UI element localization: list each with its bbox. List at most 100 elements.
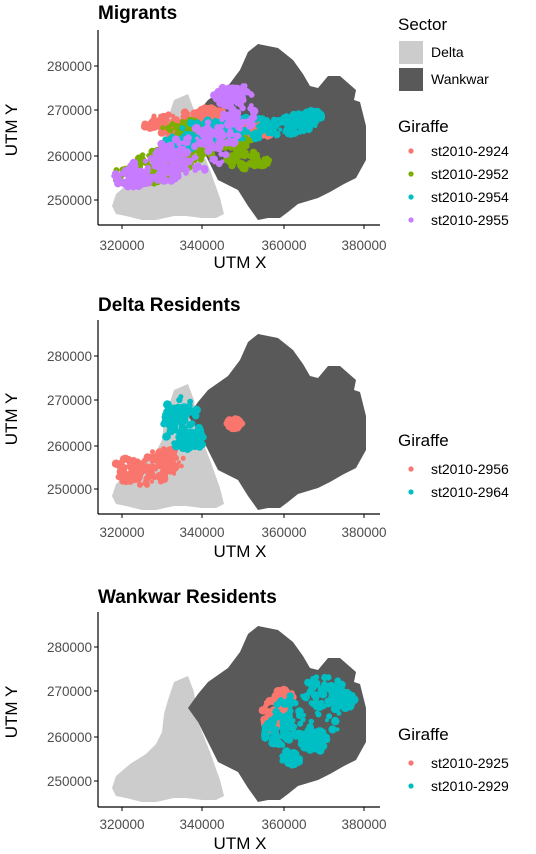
track-point <box>183 170 189 176</box>
track-point <box>174 403 182 411</box>
track-point <box>168 467 175 474</box>
track-point <box>214 87 223 96</box>
track-point <box>302 713 307 718</box>
track-point <box>149 173 158 182</box>
track-point <box>145 466 151 473</box>
track-point <box>314 694 320 700</box>
track-point <box>179 463 184 469</box>
giraffe-tracks <box>258 673 359 769</box>
track-point <box>192 405 201 415</box>
track-point <box>136 460 142 466</box>
giraffe-legend-title: Giraffe <box>398 725 449 744</box>
legend-key-st2010-2925 <box>408 760 414 766</box>
y-tick-label: 250000 <box>47 193 92 208</box>
track-point <box>270 716 276 722</box>
track-point <box>133 464 139 470</box>
giraffe-tracks <box>111 394 246 488</box>
track-point <box>240 96 247 104</box>
track-point <box>182 137 191 147</box>
giraffe-tracks <box>111 83 326 191</box>
track-point <box>226 157 235 166</box>
y-axis-ticks: 250000 260000 270000 280000 <box>47 349 98 497</box>
x-tick-label: 340000 <box>179 525 224 540</box>
track-point <box>218 151 224 157</box>
track-point <box>255 156 261 162</box>
track-point <box>279 715 288 724</box>
track-point <box>163 473 168 479</box>
legend-key-st2010-2924 <box>408 148 414 154</box>
track-point <box>115 174 120 179</box>
y-tick-label: 260000 <box>47 439 92 454</box>
track-point <box>331 716 340 726</box>
track-point <box>325 684 334 693</box>
track-point <box>249 151 256 159</box>
legend-key-st2010-2964 <box>408 489 414 495</box>
track-point <box>283 735 291 743</box>
x-tick-label: 380000 <box>341 238 386 253</box>
track-point <box>276 116 281 122</box>
legend-key-wankwar <box>399 68 423 91</box>
x-tick-label: 320000 <box>99 238 144 253</box>
sector-legend-title: Sector <box>398 15 447 34</box>
track-point <box>178 440 186 447</box>
track-point <box>346 690 353 697</box>
track-point <box>247 137 253 143</box>
track-point <box>228 118 235 126</box>
track-point <box>275 741 281 747</box>
track-point <box>169 174 177 182</box>
y-axis-label: UTM Y <box>2 393 21 446</box>
track-point <box>256 123 263 130</box>
track-point <box>242 161 248 168</box>
track-point <box>167 144 175 152</box>
track-point <box>126 462 134 470</box>
track-point <box>351 695 356 701</box>
track-point <box>250 118 256 123</box>
legend-label-st2010-2929: st2010-2929 <box>431 778 509 794</box>
track-point <box>140 122 150 131</box>
track-point <box>122 469 128 474</box>
track-point <box>137 481 143 488</box>
track-point <box>276 698 283 704</box>
track-point <box>227 90 233 96</box>
track-point <box>264 732 270 738</box>
track-point <box>166 426 175 436</box>
track-point <box>224 101 232 110</box>
track-point <box>242 83 248 89</box>
track-point <box>284 720 293 729</box>
track-point <box>295 712 303 719</box>
track-point <box>218 138 226 145</box>
track-point <box>310 110 320 119</box>
legend-key-st2010-2955 <box>408 217 414 223</box>
panel-title: Delta Residents <box>98 295 241 316</box>
giraffe-legend: Giraffe st2010-2924 st2010-2952 st2010-295… <box>398 117 509 228</box>
track-point <box>157 139 166 149</box>
track-point <box>172 442 180 451</box>
legend-label-delta: Delta <box>431 44 464 60</box>
track-point <box>187 119 196 128</box>
track-point <box>268 735 277 743</box>
track-point <box>302 742 307 748</box>
x-tick-label: 380000 <box>341 817 386 832</box>
track-point <box>268 130 273 136</box>
track-point <box>184 126 190 132</box>
track-point <box>180 455 186 461</box>
track-point <box>251 129 261 139</box>
track-point <box>181 150 188 157</box>
track-point <box>195 136 200 141</box>
track-point <box>310 675 316 682</box>
track-point <box>248 91 254 97</box>
track-point <box>229 109 237 117</box>
track-point <box>191 124 200 133</box>
legend-label-st2010-2925: st2010-2925 <box>431 755 509 771</box>
giraffe-legend: Giraffe st2010-2925 st2010-2929 <box>398 725 509 794</box>
sector-legend: Sector Delta Wankwar <box>398 15 489 91</box>
track-point <box>220 159 225 164</box>
map-plot <box>97 320 380 515</box>
track-st2010-2929 <box>261 673 359 769</box>
track-point <box>246 123 253 130</box>
x-tick-label: 360000 <box>261 817 306 832</box>
track-point <box>321 681 328 688</box>
track-point <box>278 690 286 699</box>
track-point <box>165 403 173 411</box>
track-point <box>280 119 288 126</box>
